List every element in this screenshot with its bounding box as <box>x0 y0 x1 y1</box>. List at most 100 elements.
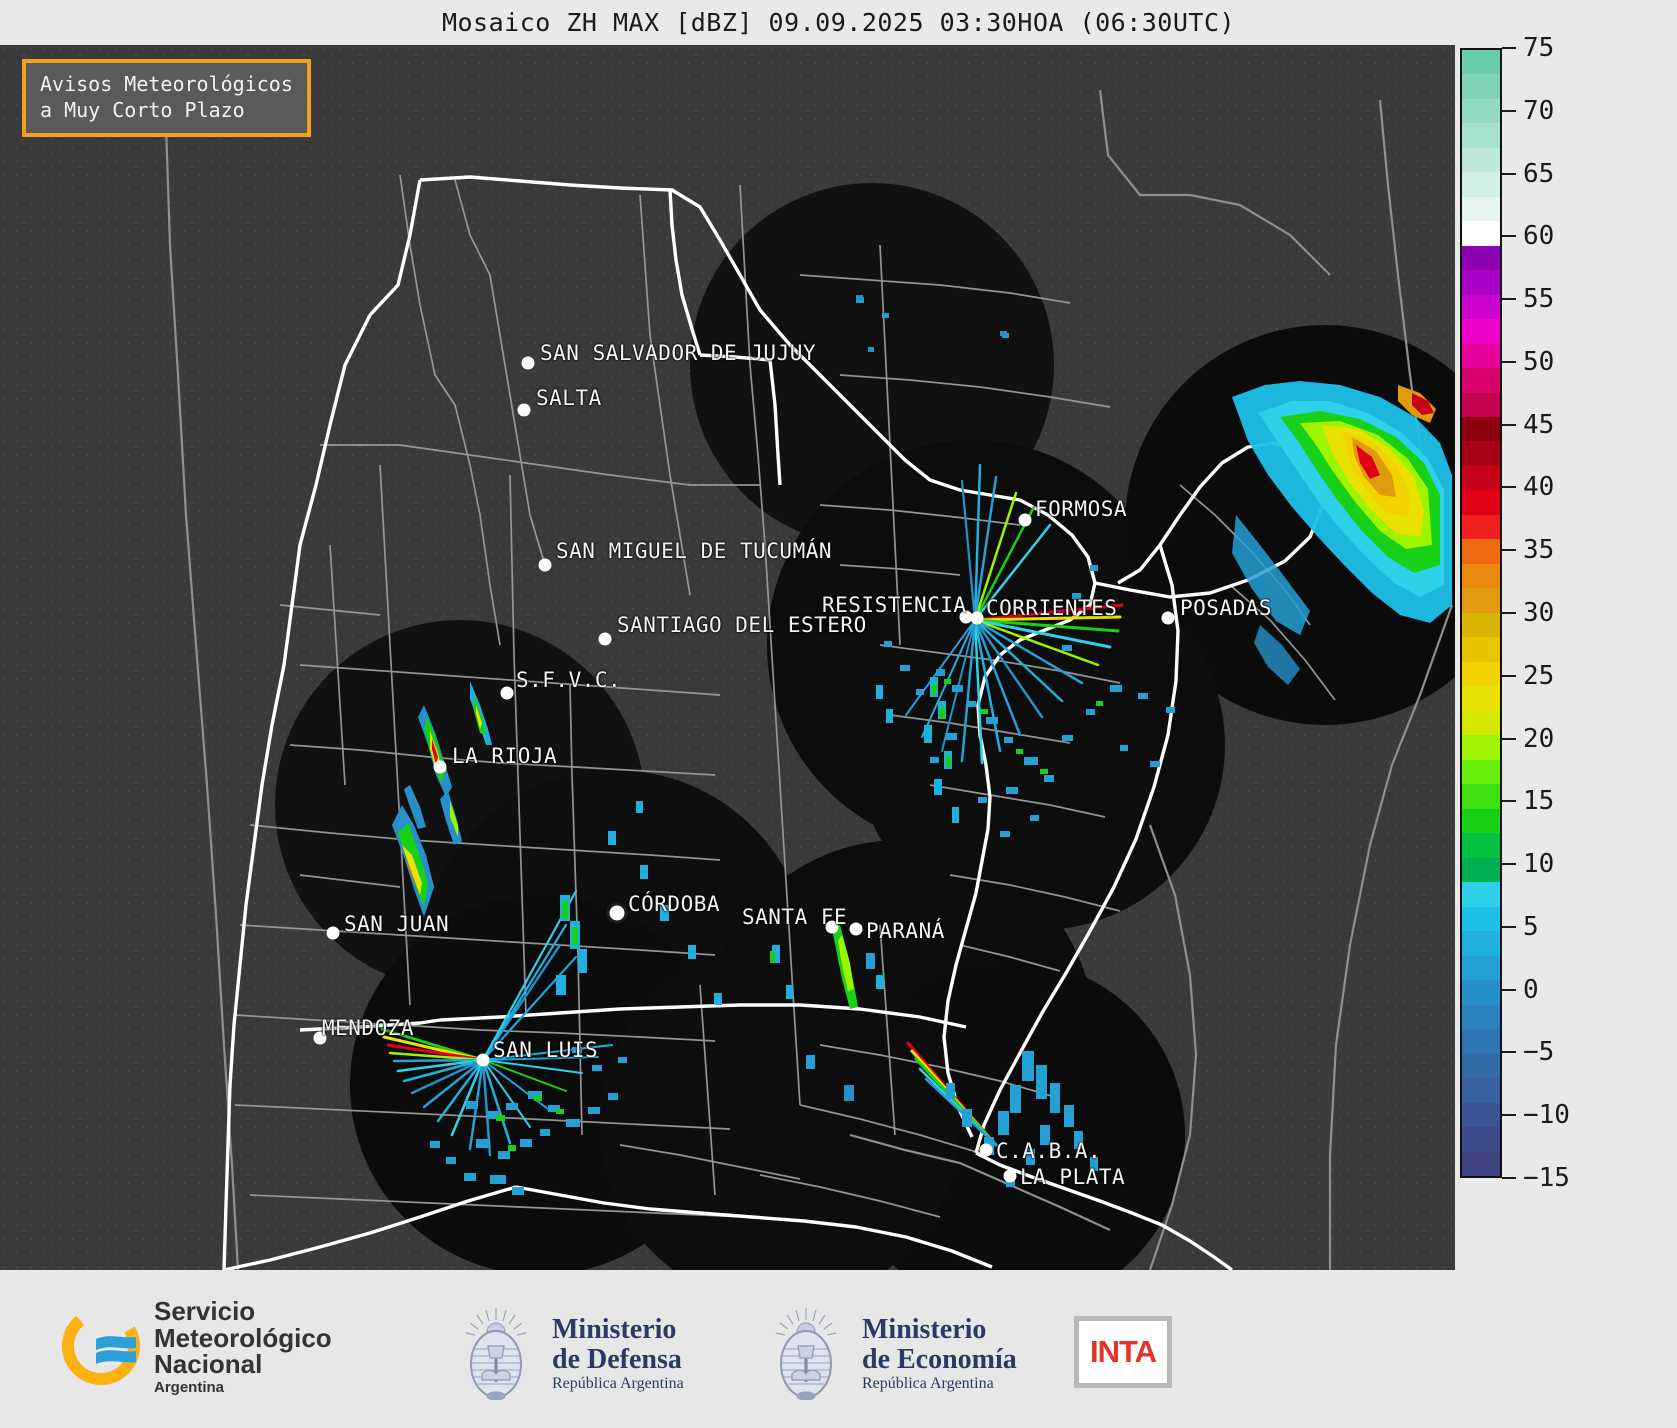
radar-map-panel[interactable]: Avisos Meteorológicos a Muy Corto Plazo … <box>0 45 1455 1270</box>
colorbar-tick <box>1502 737 1516 740</box>
city-label: C.A.B.A. <box>996 1139 1102 1163</box>
colorbar-swatch <box>1462 735 1500 760</box>
colorbar-tick-label: 75 <box>1523 33 1555 63</box>
city-label: LA RIOJA <box>452 744 558 768</box>
colorbar-swatch <box>1462 490 1500 515</box>
country-border <box>222 175 1324 1270</box>
defensa-line-2: de Defensa <box>552 1343 682 1375</box>
smn-line-3: Nacional <box>154 1349 263 1380</box>
city-marker-dot[interactable] <box>849 922 863 936</box>
city-marker-dot[interactable] <box>538 558 552 572</box>
colorbar-swatch <box>1462 1127 1500 1152</box>
city-label: SAN MIGUEL DE TUCUMÁN <box>556 539 833 563</box>
dbz-colorbar <box>1460 48 1502 1178</box>
echo-cluster-posadas <box>1232 381 1452 685</box>
defensa-line-3: República Argentina <box>552 1374 684 1392</box>
colorbar-tick-label: 15 <box>1523 786 1555 817</box>
colorbar-tick <box>1502 988 1516 991</box>
colorbar-swatch <box>1462 514 1500 540</box>
city-marker-dot[interactable] <box>609 905 625 921</box>
city-label: SANTA FE <box>742 905 848 929</box>
city-marker-dot[interactable] <box>825 920 839 934</box>
colorbar-swatch <box>1462 270 1500 295</box>
economia-wordmark: Ministerio de Economía República Argenti… <box>862 1315 1017 1393</box>
economia-line-2: de Economía <box>862 1343 1017 1375</box>
colorbar-tick-label: 10 <box>1523 849 1555 880</box>
colorbar-swatch <box>1462 1102 1500 1128</box>
city-marker-dot[interactable] <box>313 1031 327 1045</box>
colorbar-tick <box>1502 925 1516 928</box>
city-marker-dot[interactable] <box>326 926 340 940</box>
colorbar-swatch <box>1462 637 1500 662</box>
colorbar-tick <box>1502 863 1516 866</box>
city-marker-dot[interactable] <box>970 611 984 625</box>
city-marker-dot[interactable] <box>1161 611 1175 625</box>
colorbar-swatch <box>1462 49 1500 75</box>
colorbar-swatch <box>1462 1078 1500 1103</box>
city-marker-dot[interactable] <box>521 356 535 370</box>
colorbar-tick-label: 60 <box>1523 221 1555 252</box>
colorbar-tick <box>1502 109 1516 112</box>
colorbar-swatch <box>1462 98 1500 124</box>
colorbar-tick <box>1502 486 1516 489</box>
city-label: CÓRDOBA <box>628 892 721 916</box>
footer-logos: Servicio Meteorológico Nacional Argentin… <box>0 1270 1677 1428</box>
colorbar-swatch <box>1462 368 1500 393</box>
colorbar-tick-label: 70 <box>1523 95 1555 126</box>
colorbar-swatch <box>1462 784 1500 809</box>
colorbar-swatch <box>1462 465 1500 491</box>
colorbar-tick <box>1502 360 1516 363</box>
city-marker-dot[interactable] <box>500 686 514 700</box>
city-marker-dot[interactable] <box>979 1143 993 1157</box>
colorbar-tick-label: 50 <box>1523 346 1555 377</box>
colorbar-swatch <box>1462 221 1500 246</box>
colorbar-swatch <box>1462 294 1500 320</box>
colorbar-tick <box>1502 47 1516 49</box>
smn-wordmark: Servicio Meteorológico Nacional Argentin… <box>154 1298 332 1395</box>
city-marker-dot[interactable] <box>1003 1169 1017 1183</box>
city-label: MENDOZA <box>322 1016 415 1040</box>
colorbar-swatch <box>1462 808 1500 834</box>
colorbar-swatch <box>1462 416 1500 442</box>
inta-wordmark: INTA <box>1089 1334 1157 1369</box>
colorbar-panel: 75 70 65 60 55 50 45 40 35 30 25 20 15 10 5 0 −5 −10 −15 <box>1455 33 1677 1270</box>
city-marker-dot[interactable] <box>433 760 447 774</box>
logo-inta: INTA <box>1074 1316 1172 1388</box>
city-label: LA PLATA <box>1020 1165 1126 1189</box>
radar-echoes <box>380 295 1452 1195</box>
colorbar-swatch <box>1462 906 1500 932</box>
echo-cluster-santafe-green <box>932 683 951 767</box>
colorbar-swatch <box>1462 955 1500 981</box>
city-label: SANTIAGO DEL ESTERO <box>617 613 867 637</box>
colorbar-tick <box>1502 612 1516 614</box>
echo-cluster-corrientes <box>905 463 1124 765</box>
city-marker-dot[interactable] <box>476 1053 490 1067</box>
economia-line-3: República Argentina <box>862 1374 994 1392</box>
radar-coverage-circles <box>275 183 1455 1270</box>
colorbar-swatch <box>1462 123 1500 148</box>
echo-cluster-cordoba-green <box>562 901 775 963</box>
city-marker-dot[interactable] <box>517 403 531 417</box>
economia-line-1: Ministerio <box>862 1314 987 1346</box>
colorbar-swatch <box>1462 172 1500 197</box>
colorbar-swatch <box>1462 588 1500 613</box>
smn-line-4: Argentina <box>154 1378 225 1396</box>
city-label: SAN SALVADOR DE JUJUY <box>540 341 817 365</box>
colorbar-swatch <box>1462 147 1500 173</box>
colorbar-tick <box>1502 423 1516 426</box>
colorbar-tick <box>1502 298 1516 301</box>
echo-speckle-north <box>856 295 1007 352</box>
colorbar-swatch <box>1462 392 1500 417</box>
colorbar-swatch <box>1462 1029 1500 1054</box>
city-marker-dot[interactable] <box>598 632 612 646</box>
colorbar-tick-label: 35 <box>1523 535 1555 566</box>
province-boundaries <box>234 174 1336 1220</box>
city-marker-dot[interactable] <box>959 610 973 624</box>
defensa-wordmark: Ministerio de Defensa República Argentin… <box>552 1315 684 1393</box>
city-marker-dot[interactable] <box>1018 513 1032 527</box>
defensa-line-1: Ministerio <box>552 1314 677 1346</box>
colorbar-tick-label: 25 <box>1523 660 1555 691</box>
echo-speckle-corrientes-green <box>944 679 1103 774</box>
colorbar-swatch <box>1462 710 1500 736</box>
colorbar-tick-label: 20 <box>1523 723 1555 754</box>
